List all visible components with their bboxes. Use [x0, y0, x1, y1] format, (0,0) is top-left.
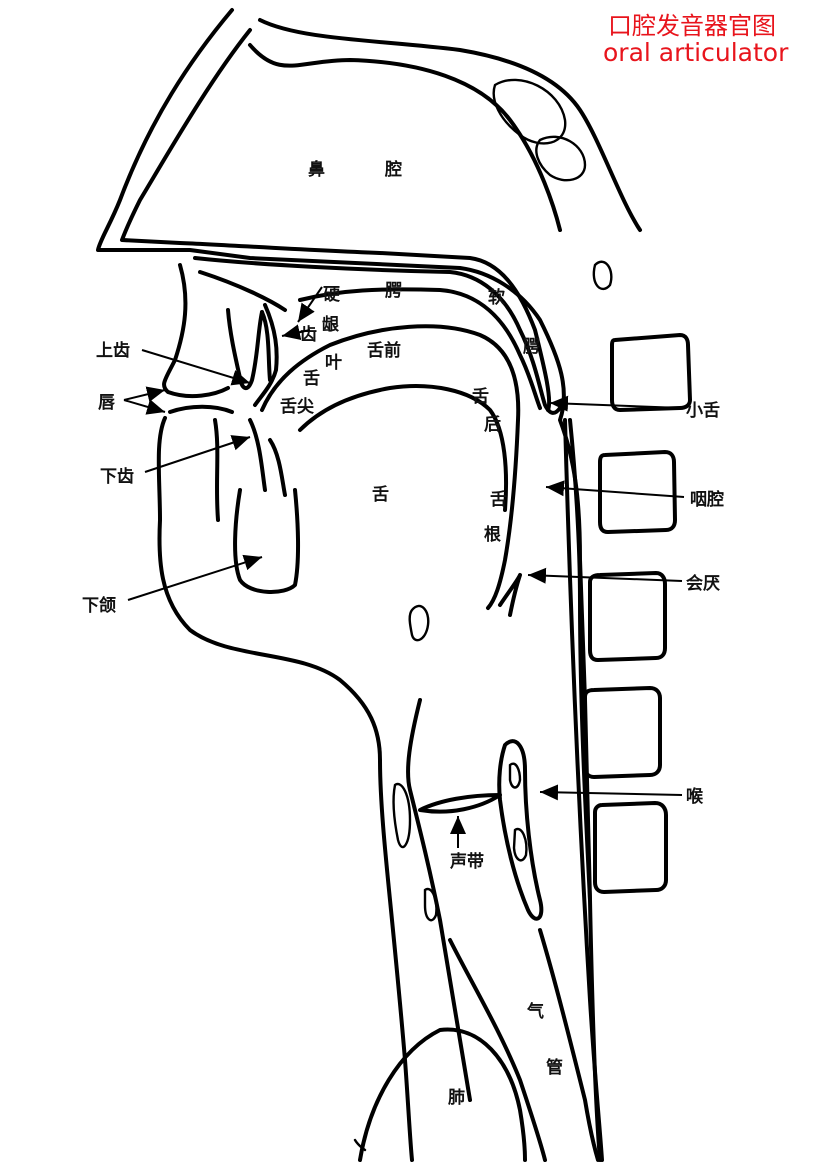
title-english: oral articulator	[603, 38, 789, 67]
palate	[193, 256, 562, 415]
nasal-cavity-outline	[120, 18, 642, 412]
spine-front	[563, 418, 604, 1162]
label-nasal-1: 鼻	[308, 159, 325, 180]
label-alveolar-2: 龈	[322, 314, 340, 335]
label-soft: 软	[488, 287, 505, 308]
vocal-cords	[418, 793, 502, 814]
label-nasal-2: 腔	[384, 159, 402, 180]
callout-lips: 唇	[98, 393, 116, 413]
larynx-left-2	[423, 887, 438, 922]
vertebra-3	[588, 571, 667, 662]
callout-epiglottis: 会厌	[686, 573, 720, 594]
trachea-front	[448, 938, 547, 1162]
label-tongue-back-1: 舌	[472, 386, 489, 407]
label-tongue: 舌	[372, 484, 389, 505]
turbinate	[492, 78, 567, 145]
lower-teeth	[213, 418, 287, 522]
label-palate-2: 腭	[523, 337, 540, 357]
skull-outline	[96, 8, 602, 1162]
arrow-lips-upper	[123, 386, 166, 403]
label-lung: 肺	[448, 1088, 465, 1108]
label-blade-1: 叶	[325, 353, 342, 373]
callout-jaw: 下颌	[82, 595, 116, 616]
lung-outline	[358, 1027, 527, 1162]
lung-detail	[353, 1138, 367, 1152]
arrow-pharynx	[545, 480, 685, 498]
vertebra-2	[598, 450, 677, 534]
larynx-hole-2	[512, 827, 528, 862]
palate-lower	[198, 270, 542, 410]
vertebra-5	[593, 801, 668, 894]
arrow-upper-teeth	[141, 349, 251, 386]
arrow-jaw	[127, 554, 263, 601]
upper-teeth	[226, 308, 272, 390]
label-tongue-back-2: 后	[484, 415, 501, 435]
tongue-outline	[260, 324, 521, 610]
label-trachea-1: 气	[526, 1001, 544, 1022]
trachea-back	[538, 928, 600, 1162]
label-tongue-front: 舌前	[367, 340, 401, 361]
lower-jaw-bone	[233, 488, 301, 594]
face-profile	[156, 263, 414, 1162]
tongue-inner	[298, 384, 509, 512]
callout-uvula: 小舌	[686, 400, 720, 421]
vertebra-4	[583, 686, 662, 779]
arrow-hard-palate	[297, 286, 323, 323]
nasal-inner-outline	[248, 43, 562, 232]
arrow-lower-teeth	[144, 435, 251, 473]
callout-lower-teeth: 下齿	[100, 466, 134, 487]
larynx-cartilage	[497, 739, 544, 921]
larynx-left-1	[392, 782, 412, 849]
label-hard: 硬	[323, 285, 341, 305]
label-tongue-tip: 舌尖	[280, 396, 315, 417]
sinus-blob	[592, 260, 613, 291]
arrow-epiglottis	[527, 567, 683, 584]
epiglottis	[498, 573, 522, 617]
arrow-uvula	[549, 395, 683, 412]
title-chinese: 口腔发音器官图	[608, 12, 776, 40]
label-alveolar-1: 齿	[300, 324, 317, 345]
pharynx-wall	[568, 418, 592, 902]
arrow-alveolar	[281, 324, 311, 341]
callout-larynx: 喉	[686, 786, 704, 807]
upper-incisor	[253, 303, 279, 407]
label-root-1: 舌	[490, 489, 507, 510]
hyoid-blob	[408, 604, 430, 642]
label-root-2: 根	[484, 524, 501, 545]
arrow-larynx	[539, 784, 683, 801]
label-vocal-cords: 声带	[449, 851, 484, 872]
callout-upper-teeth: 上齿	[96, 340, 130, 361]
label-blade-2: 舌	[303, 368, 320, 389]
larynx-hole-1	[508, 762, 522, 789]
vertebra-1	[610, 333, 692, 412]
larynx-front	[406, 698, 472, 1102]
label-trachea-2: 管	[546, 1057, 563, 1078]
arrow-lips-lower	[123, 399, 166, 415]
callout-pharynx: 咽腔	[690, 489, 724, 510]
label-palate-1: 腭	[385, 281, 402, 301]
turbinate-2	[535, 135, 587, 182]
